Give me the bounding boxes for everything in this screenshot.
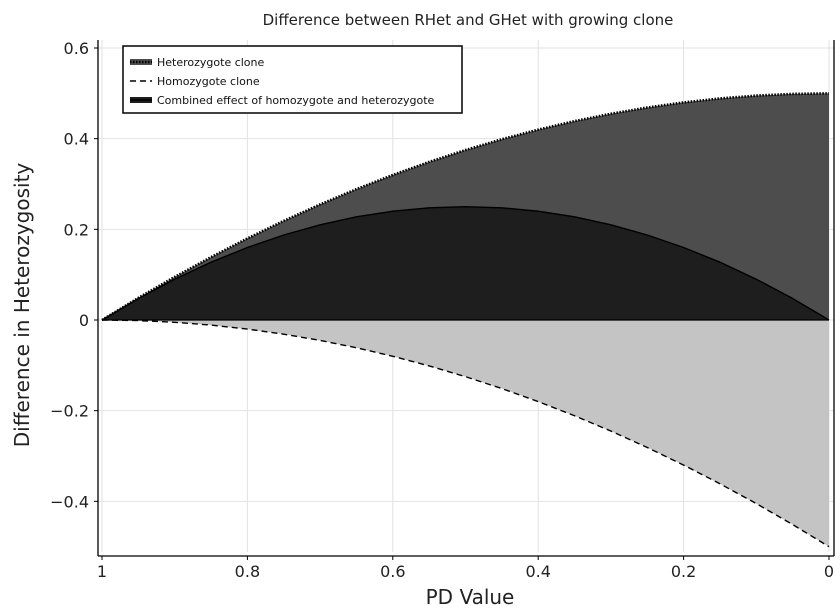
x-tick-label: 0.4 [525, 562, 550, 581]
legend-box [122, 45, 463, 114]
legend-item: Heterozygote clone [130, 56, 265, 69]
x-tick-label: 1 [97, 562, 107, 581]
legend-item: Combined effect of homozygote and hetero… [130, 94, 435, 107]
y-tick-label: 0.2 [64, 220, 89, 239]
y-axis-title: Difference in Heterozygosity [10, 163, 34, 448]
legend-label: Heterozygote clone [157, 56, 265, 69]
x-axis-ticks: 1 0.8 0.6 0.4 0.2 0 [97, 556, 834, 581]
y-tick-label: −0.4 [50, 492, 89, 511]
y-tick-label: 0.6 [64, 39, 89, 58]
x-tick-label: 0.2 [671, 562, 696, 581]
y-tick-label: 0.4 [64, 130, 89, 149]
series-line-1 [101, 92, 830, 322]
series-line-2 [101, 319, 830, 548]
x-tick-label: 0.8 [235, 562, 260, 581]
x-tick-label: 0.6 [380, 562, 405, 581]
x-axis-title: PD Value [426, 585, 515, 609]
legend-item: Homozygote clone [130, 75, 260, 88]
y-tick-label: 0 [79, 311, 89, 330]
y-axis-ticks: 0.6 0.4 0.2 0 −0.2 −0.4 [50, 39, 98, 511]
chart-title: Difference between RHet and GHet with gr… [263, 11, 674, 29]
plot-frame [97, 40, 835, 557]
legend-swatch [130, 59, 152, 65]
series-line-3 [101, 205, 830, 321]
y-tick-label: −0.2 [50, 402, 89, 421]
legend-label: Homozygote clone [157, 75, 260, 88]
legend: Heterozygote clone Homozygote clone Combin… [122, 45, 463, 114]
series-lines [101, 92, 830, 548]
x-tick-label: 0 [824, 562, 834, 581]
series-area-2 [102, 320, 829, 547]
legend-label: Combined effect of homozygote and hetero… [157, 94, 435, 107]
